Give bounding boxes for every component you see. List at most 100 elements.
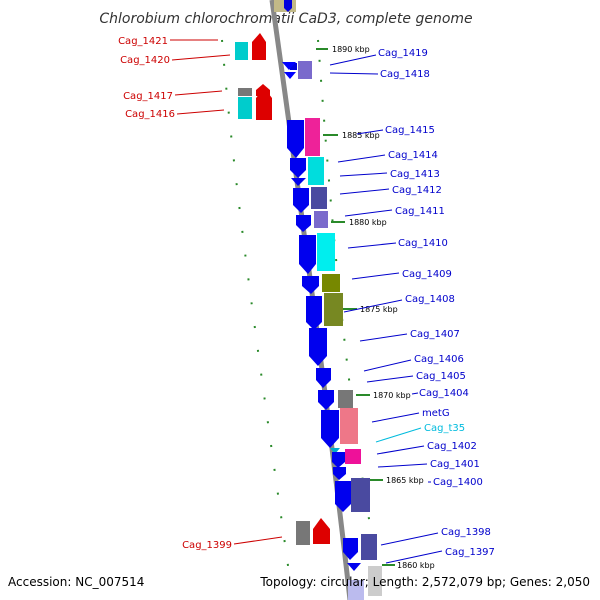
- label-cag-1420[interactable]: Cag_1420: [120, 55, 170, 66]
- tick-label-1885: 1885 kbp: [342, 131, 380, 140]
- leader-cag-1407: [359, 333, 408, 342]
- tick-label-1865: 1865 kbp: [386, 476, 424, 485]
- label-cag-1416[interactable]: Cag_1416: [125, 109, 175, 120]
- leader-cag-1411: [344, 209, 393, 217]
- leader-cag-1409: [351, 272, 400, 280]
- label-cag-1401[interactable]: Cag_1401: [430, 459, 480, 470]
- tick-label-1880: 1880 kbp: [349, 218, 387, 227]
- gene-cag-1411-block: [314, 211, 328, 228]
- label-cag-1397[interactable]: Cag_1397: [445, 547, 495, 558]
- label-cag-1419[interactable]: Cag_1419: [378, 48, 428, 59]
- leader-cag-1416: [176, 109, 225, 115]
- label-cag-1406[interactable]: Cag_1406: [414, 354, 464, 365]
- tick-label-1860: 1860 kbp: [397, 561, 435, 570]
- leader-cag-1408: [343, 299, 403, 313]
- label-cag-1399[interactable]: Cag_1399: [182, 540, 232, 551]
- label-cag-1400[interactable]: Cag_1400: [433, 477, 483, 488]
- gene-cag-1400-block: [351, 478, 370, 512]
- gene-arrow-1401: [333, 467, 346, 480]
- gene-arrow-1408: [306, 296, 322, 330]
- leader-cag-1415: [356, 129, 384, 135]
- gene-arrow-1406: [316, 368, 331, 388]
- label-cag-1418[interactable]: Cag_1418: [380, 69, 430, 80]
- accession-text: Accession: NC_007514: [8, 575, 144, 589]
- gene-bottom-lavender: [348, 580, 364, 600]
- topology-text: Topology: circular; Length: 2,572,079 bp…: [259, 575, 590, 589]
- label-cag-1405[interactable]: Cag_1405: [416, 371, 466, 382]
- gene-cag-1410-block: [317, 233, 335, 271]
- gene-arrow-1404: [321, 410, 339, 448]
- leader-cag-1398: [380, 532, 439, 546]
- gene-cag-1418-block: [298, 61, 312, 79]
- label-cag-1408[interactable]: Cag_1408: [405, 294, 455, 305]
- label-cag-1404[interactable]: Cag_1404: [419, 388, 469, 399]
- gene-cag-1416-arrow: [256, 88, 272, 120]
- label-cag-1410[interactable]: Cag_1410: [398, 238, 448, 249]
- gene-arrow-1413: [291, 178, 306, 186]
- gene-cag-1408-block: [324, 293, 343, 326]
- label-cag-1407[interactable]: Cag_1407: [410, 329, 460, 340]
- leader-cag-1404: [411, 392, 419, 395]
- gene-cag-1409-block: [322, 274, 340, 292]
- gene-arrow-1407: [309, 328, 327, 366]
- gene-cag-1416-block: [238, 97, 252, 119]
- gene-arrow-1411: [296, 215, 311, 232]
- gene-cag-1415-block: [305, 118, 320, 156]
- label-metg[interactable]: metG: [422, 408, 450, 419]
- label-cag-1398[interactable]: Cag_1398: [441, 527, 491, 538]
- gene-arrow-1418-head: [284, 72, 296, 79]
- gene-arrow-1415: [287, 120, 304, 158]
- gene-arrow-1400: [335, 481, 351, 512]
- leader-cag-1399: [233, 536, 283, 545]
- gene-cag-1413-block: [308, 157, 324, 185]
- label-cag-1421[interactable]: Cag_1421: [118, 36, 168, 47]
- gene-cag-1399-arrow: [313, 518, 330, 544]
- leader-cag-1419: [329, 54, 377, 66]
- leader-cag-1412: [339, 188, 390, 195]
- gene-arrow-1405: [318, 390, 334, 410]
- gene-arrow-1398: [343, 538, 358, 560]
- gene-cag-t35-arrow: [330, 448, 340, 454]
- gene-arrow-1409: [302, 276, 319, 294]
- label-cag-1415[interactable]: Cag_1415: [385, 125, 435, 136]
- tick-label-1870: 1870 kbp: [373, 391, 411, 400]
- gene-arrow-1410: [299, 235, 316, 274]
- gene-arrow-1414: [290, 158, 306, 178]
- leader-metg: [371, 412, 420, 423]
- scale-ticks: 1890 kbp 1885 kbp 1880 kbp 1875 kbp 1870…: [316, 45, 435, 570]
- label-cag-1414[interactable]: Cag_1414: [388, 150, 438, 161]
- gene-cag-1417-block: [238, 88, 252, 96]
- gene-arrow-1419-head: [282, 62, 296, 70]
- outer-ruler-left: [221, 39, 291, 581]
- map-title: Chlorobium chlorochromatii CaD3, complet…: [99, 11, 472, 27]
- leader-cag-1410: [347, 242, 397, 249]
- leader-cag-1417: [174, 90, 223, 96]
- gene-cag-1420-block: [235, 42, 248, 60]
- label-cag-1411[interactable]: Cag_1411: [395, 206, 445, 217]
- leader-cag-1397: [385, 550, 443, 564]
- gene-metg-block: [340, 408, 358, 444]
- label-cag-t35[interactable]: Cag_t35: [424, 423, 465, 434]
- leader-cag-1402: [376, 445, 425, 455]
- gene-cag-1399-block: [296, 521, 310, 545]
- label-cag-1402[interactable]: Cag_1402: [427, 441, 477, 452]
- leader-cag-1413: [339, 172, 388, 177]
- leader-cag-1414: [337, 154, 386, 163]
- label-cag-1409[interactable]: Cag_1409: [402, 269, 452, 280]
- leader-cag-t35: [375, 427, 422, 443]
- leader-cag-1406: [363, 359, 412, 372]
- gene-cag-1402-block: [345, 449, 361, 464]
- gene-cag-1398-block: [361, 534, 377, 560]
- tick-label-1890: 1890 kbp: [332, 45, 370, 54]
- gene-cag-1412-block: [311, 187, 327, 209]
- gene-cag-1404-block: [338, 390, 353, 408]
- gene-arrow-top: [284, 0, 292, 12]
- gene-bottom-grey-block: [368, 566, 382, 596]
- label-cag-1413[interactable]: Cag_1413: [390, 169, 440, 180]
- leader-cag-1401: [377, 463, 428, 468]
- label-cag-1417[interactable]: Cag_1417: [123, 91, 173, 102]
- gene-arrow-1412: [293, 188, 309, 213]
- leader-cag-1405: [366, 375, 414, 383]
- label-cag-1412[interactable]: Cag_1412: [392, 185, 442, 196]
